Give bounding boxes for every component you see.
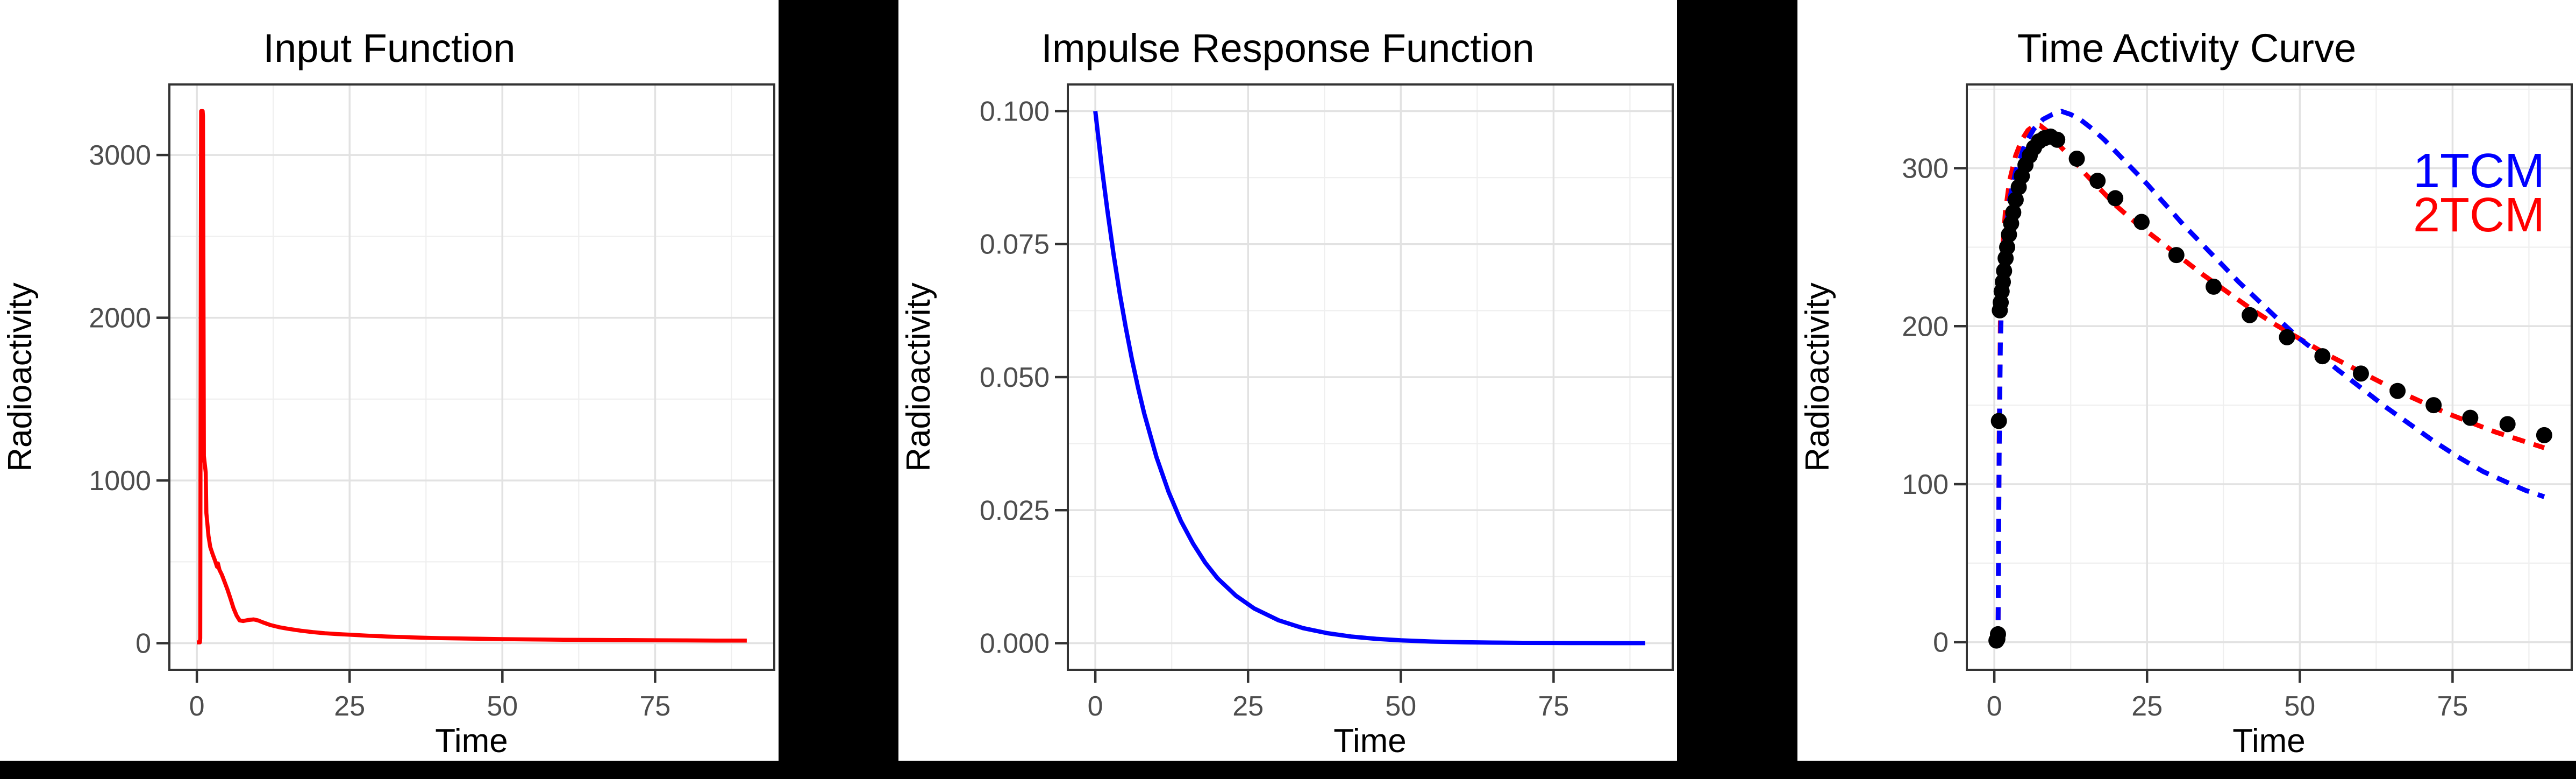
x-tick-label: 25 — [1232, 691, 1264, 722]
x-tick-label: 25 — [334, 691, 365, 722]
time-activity-curve-point — [2425, 397, 2442, 414]
legend-entry-2tcm: 2TCM — [2413, 188, 2545, 242]
y-tick-label: 100 — [1902, 469, 1949, 500]
y-tick-label: 0.000 — [980, 628, 1050, 660]
impulse-response-function-layer: 0 25 50 75 0.000 0.025 0.050 0.075 0.100 — [980, 83, 1674, 722]
time-activity-curve-point — [2499, 416, 2516, 433]
panel2-title: Impulse Response Function — [1041, 26, 1534, 70]
time-activity-curve-point — [2242, 307, 2258, 323]
y-tick-label: 0 — [1933, 627, 1949, 658]
y-tick-label: 0.100 — [980, 96, 1050, 127]
input-function-series-input — [197, 109, 747, 645]
panel1-y-axis-title: Radioactivity — [2, 282, 39, 471]
time-activity-curve-point — [1989, 626, 2006, 642]
time-activity-curve-point — [2068, 151, 2085, 167]
time-activity-plot: 0 25 50 75 0 100 200 300 Time Activity Curve Ti… — [1799, 26, 2573, 760]
time-activity-curve-point — [2005, 204, 2022, 221]
impulse-response-function-series-irf — [1093, 111, 1645, 646]
y-tick-label: 2000 — [89, 303, 151, 334]
time-activity-curve-point — [2314, 348, 2331, 365]
panel-impulse-response: 0 25 50 75 0.000 0.025 0.050 0.075 0.100 Impulse… — [898, 0, 1677, 761]
panel3-x-axis-title: Time — [2232, 723, 2305, 760]
time-activity-curve-point — [2089, 173, 2106, 189]
y-tick-label: 3000 — [89, 140, 151, 171]
time-activity-curve-point — [1996, 263, 2013, 279]
time-activity-curve-point — [2536, 427, 2552, 443]
time-activity-curve-point — [2462, 409, 2479, 426]
y-tick-label: 0 — [135, 628, 151, 660]
panel-border — [1067, 83, 1674, 671]
time-activity-curve-point — [2049, 131, 2066, 148]
time-activity-curve-layer: 0 25 50 75 0 100 200 300 — [1902, 83, 2573, 722]
y-tick-label: 0.075 — [980, 229, 1050, 260]
panel1-x-axis-title: Time — [435, 723, 508, 760]
time-activity-curve-point — [2133, 214, 2150, 230]
y-tick-label: 0.050 — [980, 362, 1050, 393]
time-activity-curve-point — [1999, 239, 2015, 256]
panel2-x-axis-title: Time — [1333, 723, 1406, 760]
input-function-plot: 0 25 50 75 0 1000 2000 3000 Input Function Time… — [2, 26, 775, 760]
panel-input-function: 0 25 50 75 0 1000 2000 3000 Input Function Time… — [0, 0, 779, 761]
x-tick-label: 0 — [189, 691, 205, 722]
x-tick-label: 50 — [2284, 691, 2315, 722]
panel-time-activity-curve: 0 25 50 75 0 100 200 300 Time Activity Curve Ti… — [1797, 0, 2576, 761]
time-activity-curve-point — [2168, 247, 2185, 264]
x-tick-label: 0 — [1987, 691, 2002, 722]
panel1-title: Input Function — [263, 26, 516, 70]
x-tick-label: 75 — [1538, 691, 1569, 722]
panel3-title: Time Activity Curve — [2017, 26, 2356, 70]
x-tick-label: 25 — [2131, 691, 2163, 722]
time-activity-curve-series-1TCM — [1995, 109, 2545, 642]
y-tick-label: 0.025 — [980, 495, 1050, 526]
x-tick-label: 50 — [487, 691, 518, 722]
time-activity-curve-point — [1990, 413, 2007, 429]
input-function-layer: 0 25 50 75 0 1000 2000 3000 — [89, 83, 775, 722]
time-activity-curve-point — [2352, 365, 2369, 382]
y-tick-label: 1000 — [89, 465, 151, 497]
impulse-response-plot: 0 25 50 75 0.000 0.025 0.050 0.075 0.100 Impulse… — [900, 26, 1674, 760]
panel-border — [1966, 83, 2573, 671]
y-tick-label: 300 — [1902, 153, 1949, 185]
y-tick-label: 200 — [1902, 311, 1949, 342]
panel3-y-axis-title: Radioactivity — [1799, 282, 1836, 471]
x-tick-label: 0 — [1088, 691, 1103, 722]
x-tick-label: 50 — [1385, 691, 1416, 722]
panel-border — [168, 83, 775, 671]
time-activity-curve-point — [2007, 192, 2024, 208]
time-activity-curve-point — [2206, 278, 2222, 295]
panel2-y-axis-title: Radioactivity — [900, 282, 937, 471]
time-activity-curve-point — [2279, 329, 2295, 345]
x-tick-label: 75 — [639, 691, 670, 722]
time-activity-curve-point — [2107, 190, 2124, 207]
legend-entry-1tcm: 1TCM — [2413, 144, 2545, 198]
x-tick-label: 75 — [2437, 691, 2468, 722]
time-activity-curve-point — [2389, 383, 2406, 399]
